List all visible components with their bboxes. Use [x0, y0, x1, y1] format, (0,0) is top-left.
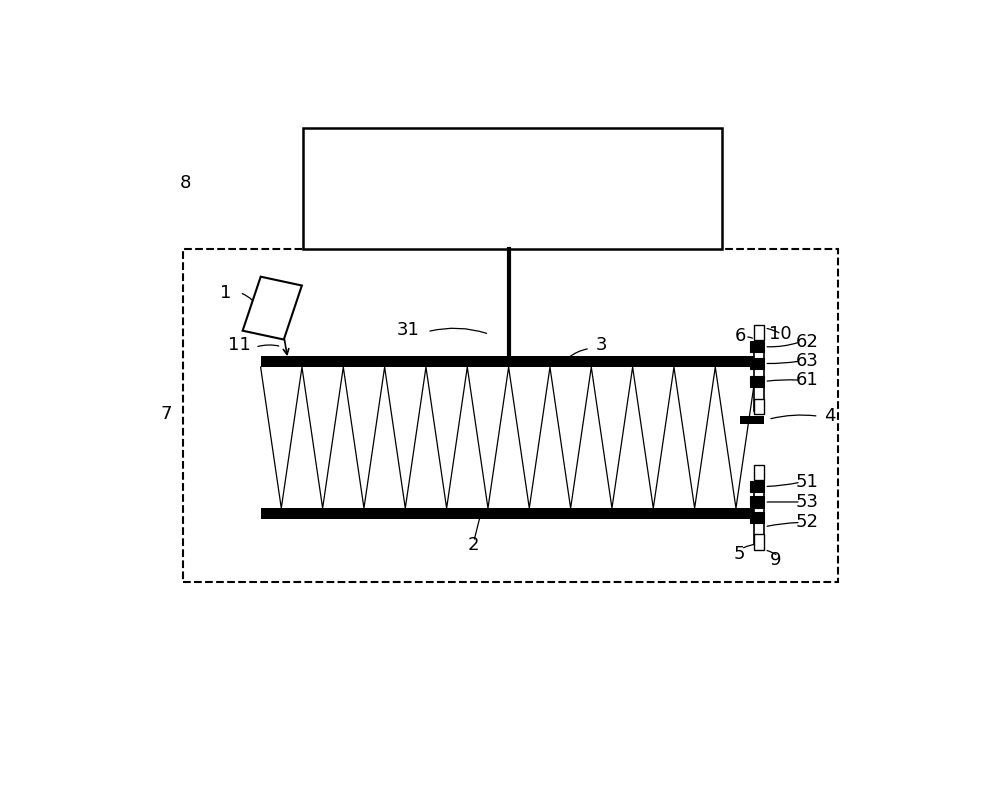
Bar	[754, 342, 764, 411]
Bar	[754, 399, 764, 414]
Bar	[261, 508, 757, 520]
Bar	[754, 465, 764, 480]
Bar	[183, 249, 838, 582]
Bar	[750, 358, 764, 369]
Text: 9: 9	[770, 550, 782, 569]
Text: 5: 5	[734, 545, 745, 562]
Bar	[303, 128, 722, 249]
Bar	[754, 325, 764, 341]
Text: 2: 2	[468, 537, 480, 554]
Text: 31: 31	[396, 321, 419, 339]
Text: 6: 6	[735, 327, 746, 345]
Text: 3: 3	[596, 337, 607, 354]
Text: 8: 8	[180, 174, 191, 191]
Text: 61: 61	[796, 371, 818, 389]
Bar	[750, 512, 764, 523]
Text: 62: 62	[796, 332, 818, 351]
Bar	[261, 356, 757, 367]
Text: 11: 11	[228, 337, 251, 354]
Text: 10: 10	[769, 325, 791, 343]
Bar	[750, 496, 764, 508]
Bar	[754, 534, 764, 550]
Bar	[754, 482, 764, 544]
Text: 52: 52	[796, 513, 818, 532]
Bar	[740, 416, 764, 424]
Polygon shape	[243, 277, 302, 340]
Text: 63: 63	[796, 352, 818, 370]
Text: 7: 7	[160, 405, 172, 423]
Bar	[750, 341, 764, 352]
Text: 1: 1	[220, 283, 231, 302]
Bar	[750, 376, 764, 387]
Text: 51: 51	[796, 473, 818, 491]
Text: 53: 53	[796, 493, 818, 511]
Bar	[750, 481, 764, 492]
Text: 4: 4	[824, 408, 836, 425]
